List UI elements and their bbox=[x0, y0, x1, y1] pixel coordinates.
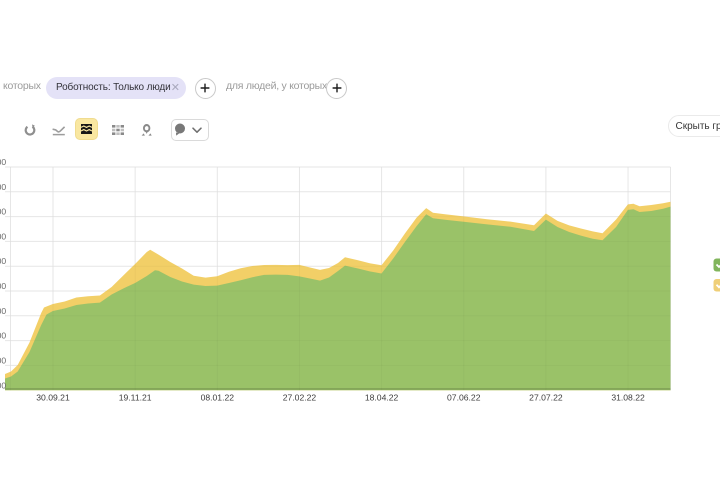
svg-text:000: 000 bbox=[0, 355, 6, 365]
svg-text:000: 000 bbox=[0, 306, 6, 316]
svg-text:30.09.21: 30.09.21 bbox=[36, 393, 70, 403]
svg-text:000: 000 bbox=[0, 182, 6, 192]
svg-text:000: 000 bbox=[0, 207, 6, 217]
svg-text:000: 000 bbox=[0, 157, 6, 167]
svg-text:07.06.22: 07.06.22 bbox=[447, 393, 481, 403]
svg-text:27.07.22: 27.07.22 bbox=[529, 393, 563, 403]
svg-text:31.08.22: 31.08.22 bbox=[611, 393, 645, 403]
svg-text:08.01.22: 08.01.22 bbox=[201, 393, 235, 403]
svg-text:000: 000 bbox=[0, 281, 6, 291]
svg-text:27.02.22: 27.02.22 bbox=[283, 393, 317, 403]
svg-text:18.04.22: 18.04.22 bbox=[365, 393, 399, 403]
svg-text:000: 000 bbox=[0, 331, 6, 341]
svg-text:000: 000 bbox=[0, 380, 6, 390]
svg-text:000: 000 bbox=[0, 231, 6, 241]
svg-text:19.11.21: 19.11.21 bbox=[119, 393, 152, 403]
svg-text:000: 000 bbox=[0, 256, 6, 266]
